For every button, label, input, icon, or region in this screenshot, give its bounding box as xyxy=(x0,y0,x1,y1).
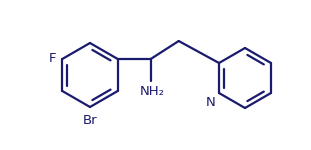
Text: Br: Br xyxy=(83,114,97,127)
Text: N: N xyxy=(205,96,215,109)
Text: F: F xyxy=(49,52,56,66)
Text: NH₂: NH₂ xyxy=(140,85,165,98)
